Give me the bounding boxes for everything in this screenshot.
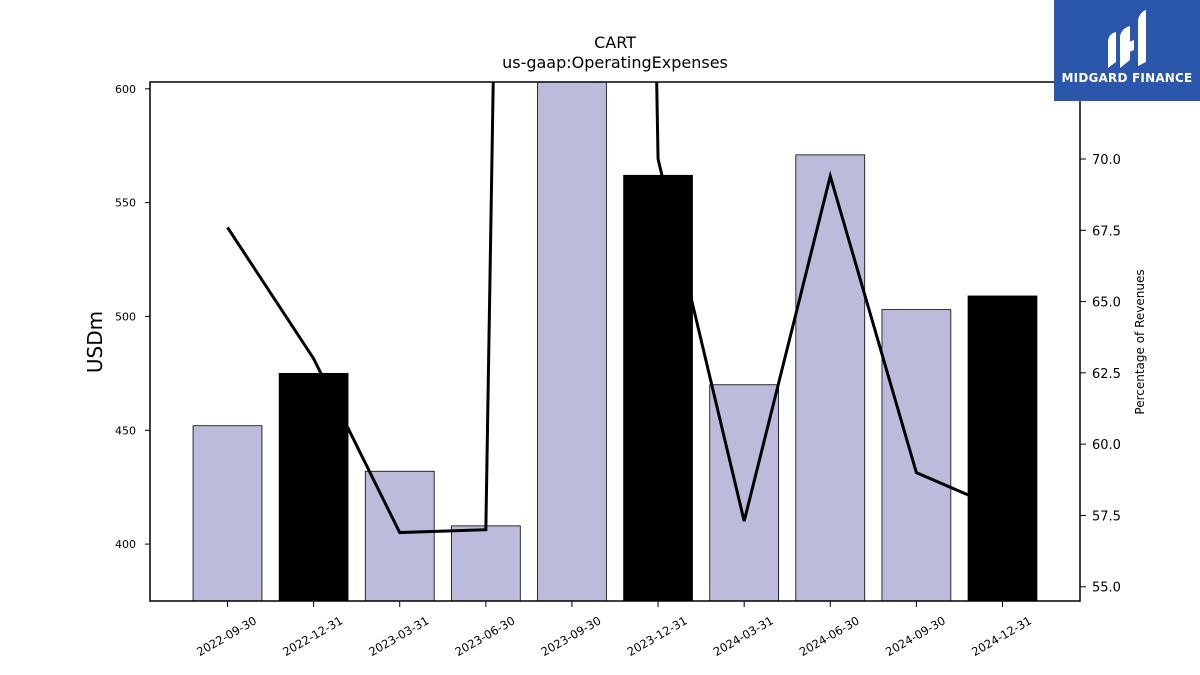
x-tick-label: 2022-09-30 (194, 613, 259, 659)
x-tick-label: 2024-09-30 (883, 613, 948, 659)
x-tick-label: 2024-12-31 (969, 613, 1034, 659)
bar-2023-06-30 (450, 525, 521, 601)
x-tick-label: 2024-06-30 (797, 613, 862, 659)
x-tick-label: 2023-03-31 (366, 613, 431, 659)
logo-mark-icon (1108, 10, 1146, 68)
y-axis-label: USDm (83, 311, 107, 373)
y2-tick-label: 62.5 (1092, 367, 1121, 382)
y-tick-label: 600 (115, 83, 136, 96)
y-tick-label: 500 (115, 310, 136, 323)
bar-2022-12-31 (278, 372, 349, 601)
y-tick-label: 450 (115, 424, 136, 437)
chart-title: CART (594, 33, 636, 52)
x-tick-label: 2023-12-31 (625, 613, 690, 659)
bar-2023-12-31 (623, 174, 693, 601)
bar-2024-06-30 (795, 154, 866, 601)
bar-2023-03-31 (364, 470, 435, 601)
y2-tick-label: 57.5 (1092, 509, 1121, 524)
bar-2024-09-30 (881, 309, 952, 601)
y-tick-label: 550 (115, 197, 136, 210)
bar-2022-09-30 (192, 425, 263, 601)
plot-frame (149, 81, 1081, 602)
y2-tick-label: 60.0 (1092, 438, 1121, 453)
y2-tick-label: 70.0 (1092, 153, 1121, 168)
plot-area: 400 450 500 550 600 55.0 57.5 60.0 62.5 65.0 67.5 7… (115, 81, 1121, 659)
x-tick-label: 2023-09-30 (539, 613, 604, 659)
x-tick-label: 2022-12-31 (280, 613, 345, 659)
x-tick-label: 2024-03-31 (711, 613, 776, 659)
y-tick-label: 400 (115, 538, 136, 551)
bar-2023-09-30 (537, 82, 607, 601)
bar-2024-12-31 (967, 295, 1038, 601)
logo-text: MIDGARD FINANCE (1061, 71, 1193, 85)
y2-tick-label: 55.0 (1092, 581, 1121, 596)
y2-axis-label: Percentage of Revenues (1133, 269, 1147, 414)
y2-tick-label: 67.5 (1092, 224, 1121, 239)
percentage-line (226, 82, 1004, 535)
x-tick-label: 2023-06-30 (452, 613, 517, 659)
brand-logo: MIDGARD FINANCE (1054, 0, 1200, 101)
y2-tick-label: 65.0 (1092, 296, 1121, 311)
chart-subtitle: us-gaap:OperatingExpenses (502, 53, 728, 72)
